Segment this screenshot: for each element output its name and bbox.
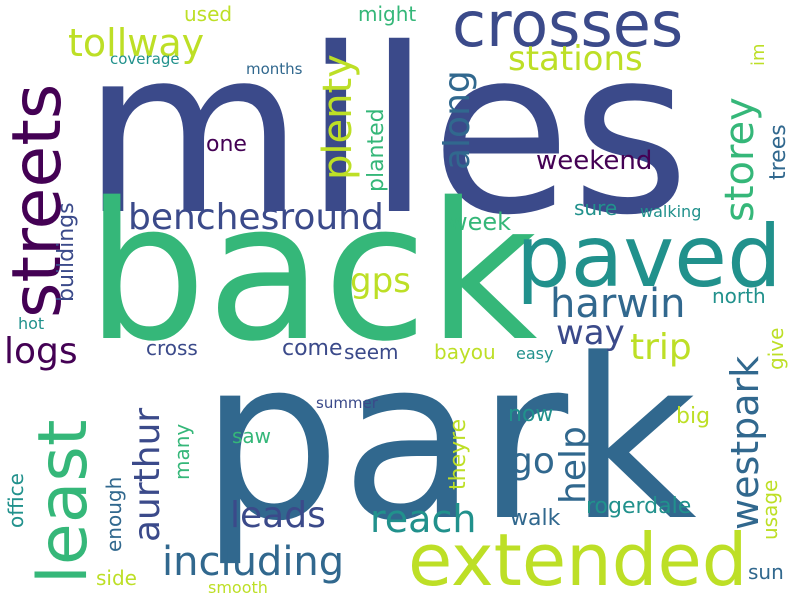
word-north: north: [712, 284, 766, 308]
word-reach: reach: [370, 497, 477, 541]
word-benchesround: benchesround: [128, 197, 384, 238]
word-leads: leads: [230, 495, 326, 536]
word-side: side: [96, 566, 137, 590]
word-bayou: bayou: [434, 340, 496, 364]
word-park: park: [200, 312, 697, 570]
word-including: including: [162, 539, 345, 585]
word-planted: planted: [364, 108, 389, 192]
word-miles: miles: [82, 0, 690, 265]
word-gps: gps: [350, 261, 411, 301]
word-stations: stations: [508, 39, 643, 79]
word-used: used: [184, 2, 233, 26]
word-saw: saw: [232, 424, 272, 448]
word-walk: walk: [510, 506, 561, 531]
word-weekend: weekend: [536, 146, 653, 176]
word-come: come: [282, 336, 343, 361]
word-rogerdale: rogerdale: [586, 494, 692, 519]
word-way: way: [556, 313, 625, 353]
word-back: back: [86, 162, 538, 383]
word-harwin: harwin: [550, 281, 686, 327]
word-seem: seem: [344, 340, 399, 364]
word-least: least: [24, 419, 103, 585]
word-hot: hot: [18, 314, 45, 333]
word-cross: cross: [146, 336, 198, 360]
word-now: now: [508, 402, 554, 427]
word-trees: trees: [766, 124, 791, 180]
word-theyre: theyre: [446, 418, 471, 490]
word-im: im: [748, 43, 769, 66]
word-one: one: [206, 132, 247, 157]
word-buildings: buildings: [54, 202, 79, 302]
word-smooth: smooth: [208, 578, 268, 597]
word-extended: extended: [408, 518, 748, 600]
word-week: week: [448, 208, 512, 236]
word-walking: walking: [640, 202, 702, 221]
word-office: office: [4, 473, 28, 528]
word-summer: summer: [316, 394, 378, 412]
word-months: months: [246, 60, 303, 78]
word-coverage: coverage: [110, 50, 180, 68]
word-might: might: [358, 2, 417, 26]
word-storey: storey: [717, 97, 763, 222]
word-give: give: [764, 327, 788, 370]
word-easy: easy: [516, 344, 554, 363]
word-plenty: plenty: [315, 54, 361, 180]
word-tollway: tollway: [68, 21, 205, 65]
word-many: many: [170, 423, 194, 480]
word-sun: sun: [748, 560, 784, 584]
word-help: help: [553, 426, 594, 504]
word-crosses: crosses: [452, 0, 684, 61]
word-enough: enough: [102, 476, 126, 552]
word-paved: paved: [516, 207, 782, 307]
word-aurthur: aurthur: [127, 407, 168, 542]
word-along: along: [437, 70, 478, 170]
word-trip: trip: [630, 327, 692, 368]
word-go: go: [510, 441, 555, 482]
word-usage: usage: [758, 479, 782, 540]
word-logs: logs: [4, 331, 78, 372]
word-big: big: [676, 404, 711, 429]
word-sure: sure: [574, 196, 618, 220]
